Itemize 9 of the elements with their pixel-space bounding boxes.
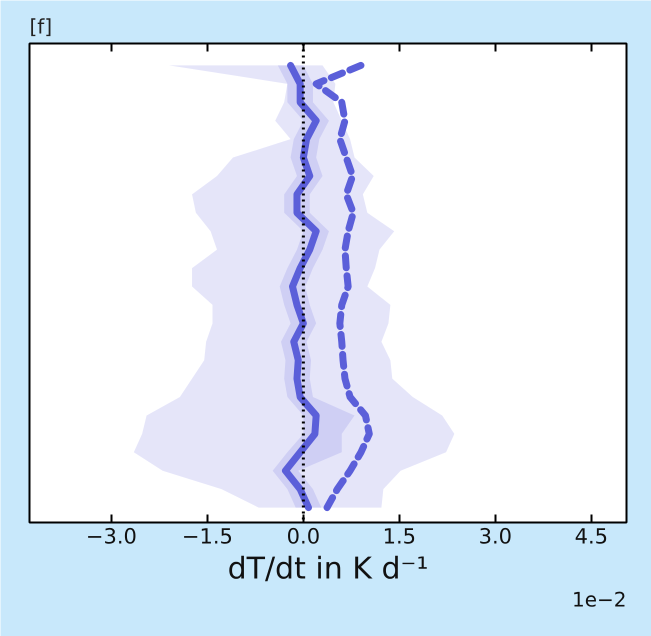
x-tick-label: −3.0 xyxy=(86,524,137,548)
x-tick-label: −1.5 xyxy=(182,524,233,548)
x-tick-label: 0.0 xyxy=(286,524,320,548)
x-tick-label: 1.5 xyxy=(382,524,416,548)
chart-title: [f] xyxy=(30,14,52,38)
x-axis-title: dT/dt in K d⁻¹ xyxy=(228,552,428,586)
text: 1e−2 xyxy=(572,588,627,612)
x-tick-label: 4.5 xyxy=(574,524,608,548)
x-tick-label: 3.0 xyxy=(478,524,512,548)
